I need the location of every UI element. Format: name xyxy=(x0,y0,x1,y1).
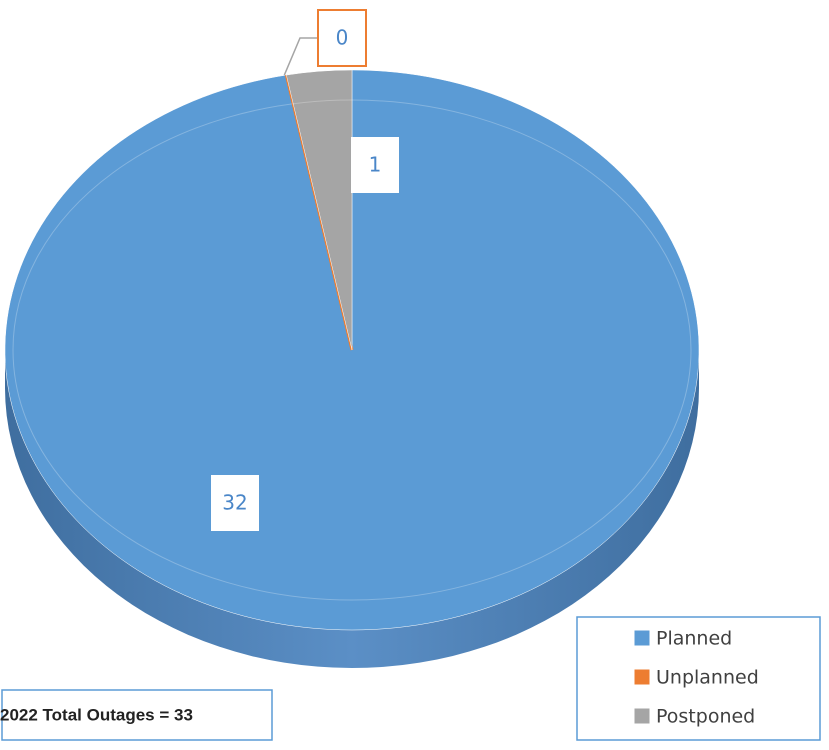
annotation-box xyxy=(1,689,273,741)
legend-label: Planned xyxy=(656,628,732,650)
data-label-box xyxy=(351,137,399,193)
data-label-box xyxy=(211,475,259,531)
pie xyxy=(4,69,700,668)
pie-rim xyxy=(12,99,692,601)
legend-label: Postponed xyxy=(656,706,755,728)
legend-label: Unplanned xyxy=(656,667,759,689)
legend-swatch xyxy=(633,668,651,686)
annotation: 2022 Total Outages = 33 xyxy=(0,705,193,724)
data-label: 0 xyxy=(336,26,349,50)
leader-line xyxy=(283,37,318,76)
legend-swatch xyxy=(633,629,651,647)
legend-box xyxy=(576,616,821,741)
pie-slice xyxy=(286,69,353,351)
data-label: 32 xyxy=(222,491,247,515)
data-label: 1 xyxy=(369,153,382,177)
data-label-box xyxy=(317,9,367,67)
legend-swatch xyxy=(633,707,651,725)
